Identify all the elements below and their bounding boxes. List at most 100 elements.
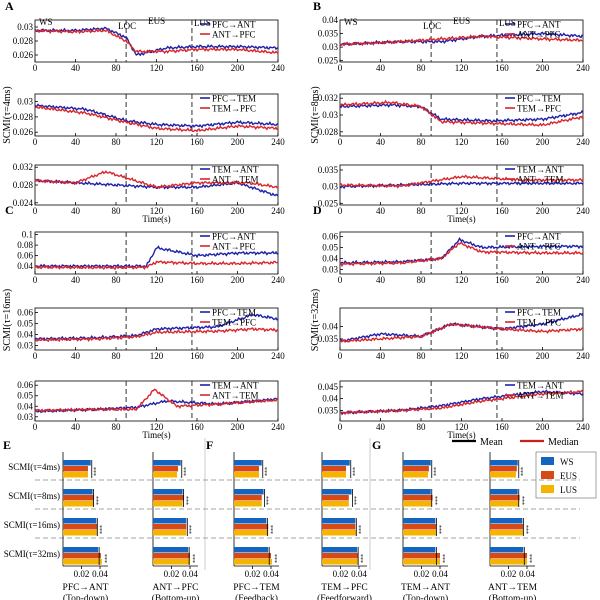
- y-tick-label: 0.04: [322, 322, 338, 332]
- legend-label: TEM→ANT: [517, 165, 564, 175]
- bar-eus: [63, 466, 88, 472]
- state-legend-swatch: [541, 457, 554, 465]
- bar-x-tick-label: 0.04: [351, 569, 367, 579]
- trace-forward: [339, 103, 584, 123]
- y-tick-label: 0.03: [17, 412, 33, 422]
- x-tick-label: 0: [33, 351, 38, 361]
- x-tick-label: 200: [536, 206, 550, 216]
- x-tick-label: 0: [338, 206, 343, 216]
- bar-group-2: *** *** *** *** 0.02 0.04 PFC→TEM(Feedback): [233, 452, 280, 600]
- bar-x-tick-label: 0.02: [245, 569, 261, 579]
- group-label: ANT→PFC: [153, 583, 199, 593]
- panel-letter-A: A: [5, 0, 14, 13]
- bar-x-tick-label: 0.04: [519, 569, 535, 579]
- legend-median-label: Median: [548, 437, 579, 448]
- bar-ws: [322, 518, 356, 524]
- y-tick-label: 0.04: [322, 254, 338, 264]
- panel-letter-D: D: [313, 203, 322, 217]
- x-tick-label: 40: [376, 422, 386, 432]
- x-tick-label: 240: [576, 275, 590, 285]
- bar-ws: [153, 518, 187, 524]
- y-tick-label: 0.06: [17, 251, 33, 261]
- x-tick-label: 240: [576, 351, 590, 361]
- bar-x-tick-label: 0.02: [164, 569, 180, 579]
- x-tick-label: 160: [495, 63, 509, 73]
- bar-ws: [63, 489, 93, 495]
- bar-lus: [322, 559, 359, 565]
- x-tick-label: 80: [417, 422, 427, 432]
- y-tick-label: 0.025: [318, 56, 339, 66]
- group-label: TEM→PFC: [321, 583, 367, 593]
- x-tick-label: 160: [495, 351, 509, 361]
- x-tick-label: 240: [576, 63, 590, 73]
- bar-eus: [234, 524, 269, 530]
- bar-lus: [322, 530, 357, 536]
- phase-label: LUS: [499, 18, 516, 28]
- y-tick-label: 0.04: [17, 401, 33, 411]
- state-legend-swatch: [541, 485, 554, 493]
- significance-stars: ***: [439, 554, 445, 563]
- significance-stars: ***: [189, 554, 195, 563]
- legend-label: ANT→PFC: [517, 242, 561, 252]
- x-tick-label: 200: [231, 137, 245, 147]
- trace-backward: [34, 105, 279, 133]
- x-tick-label: 0: [338, 351, 343, 361]
- x-tick-label: 120: [150, 137, 164, 147]
- bar-ws: [322, 489, 352, 495]
- group-label: PFC→TEM: [233, 583, 280, 593]
- significance-stars: ***: [180, 467, 186, 476]
- y-tick-label: 0.03: [17, 341, 33, 351]
- y-tick-label: 0.06: [322, 231, 338, 241]
- legend-label: PFC→ANT: [212, 20, 256, 30]
- bar-group-4: *** *** *** *** 0.02 0.04 TEM→ANT(Top-down): [401, 452, 450, 600]
- x-tick-label: 200: [231, 63, 245, 73]
- bar-ws: [322, 460, 350, 466]
- bar-x-tick-label: 0.02: [74, 569, 90, 579]
- legend-label: ANT→TEM: [212, 391, 259, 401]
- bar-x-tick-label: 0.04: [263, 569, 279, 579]
- bar-ws: [234, 460, 262, 466]
- bar-ws: [322, 547, 358, 553]
- bar-eus: [403, 495, 433, 501]
- subplot-A1: 0.03 0.028 0.026 0 40 80 120 160 200 240 PFC→ANTAN…: [13, 16, 286, 73]
- bar-eus: [153, 466, 178, 472]
- subplot-D1: 0.060.05 0.040.030 40 80 120 160 200 240 PFC→ANT…: [322, 231, 590, 285]
- x-tick-label: 80: [112, 422, 122, 432]
- x-tick-label: 80: [417, 275, 427, 285]
- bar-lus: [234, 559, 272, 565]
- row-label: SCMI(τ=32ms): [4, 549, 60, 559]
- y-tick-label: 0.028: [13, 112, 34, 122]
- x-tick-label: 240: [271, 137, 285, 147]
- trace-backward: [34, 28, 279, 55]
- phase-label: WS: [39, 17, 53, 27]
- x-tick-label: 120: [455, 137, 469, 147]
- bar-group-5: *** *** *** *** 0.02 0.04 ANT→TEM(Bottom-up): [488, 452, 538, 600]
- x-tick-label: 120: [150, 275, 164, 285]
- y-tick-label: 0.05: [322, 242, 338, 252]
- trace-backward: [339, 241, 584, 268]
- x-axis-label: Time(s): [447, 214, 475, 224]
- bar-eus: [490, 466, 517, 472]
- x-tick-label: 120: [455, 63, 469, 73]
- bar-ws: [490, 460, 518, 466]
- state-legend-label: EUS: [560, 471, 577, 481]
- bar-ws: [234, 489, 264, 495]
- x-tick-label: 120: [150, 63, 164, 73]
- significance-stars: ***: [185, 525, 191, 534]
- bar-eus: [63, 524, 98, 530]
- x-tick-label: 120: [150, 351, 164, 361]
- bar-eus: [63, 495, 94, 501]
- x-tick-label: 240: [576, 206, 590, 216]
- legend-label: PFC→ANT: [517, 20, 561, 30]
- legend-mean-label: Mean: [480, 437, 503, 448]
- bar-lus: [63, 530, 98, 536]
- x-tick-label: 160: [190, 275, 204, 285]
- bar-ws: [403, 518, 436, 524]
- bar-eus: [322, 553, 359, 559]
- x-tick-label: 0: [33, 206, 38, 216]
- group-label: ANT→TEM: [488, 583, 538, 593]
- bar-ws: [153, 460, 181, 466]
- trace-backward: [339, 389, 584, 415]
